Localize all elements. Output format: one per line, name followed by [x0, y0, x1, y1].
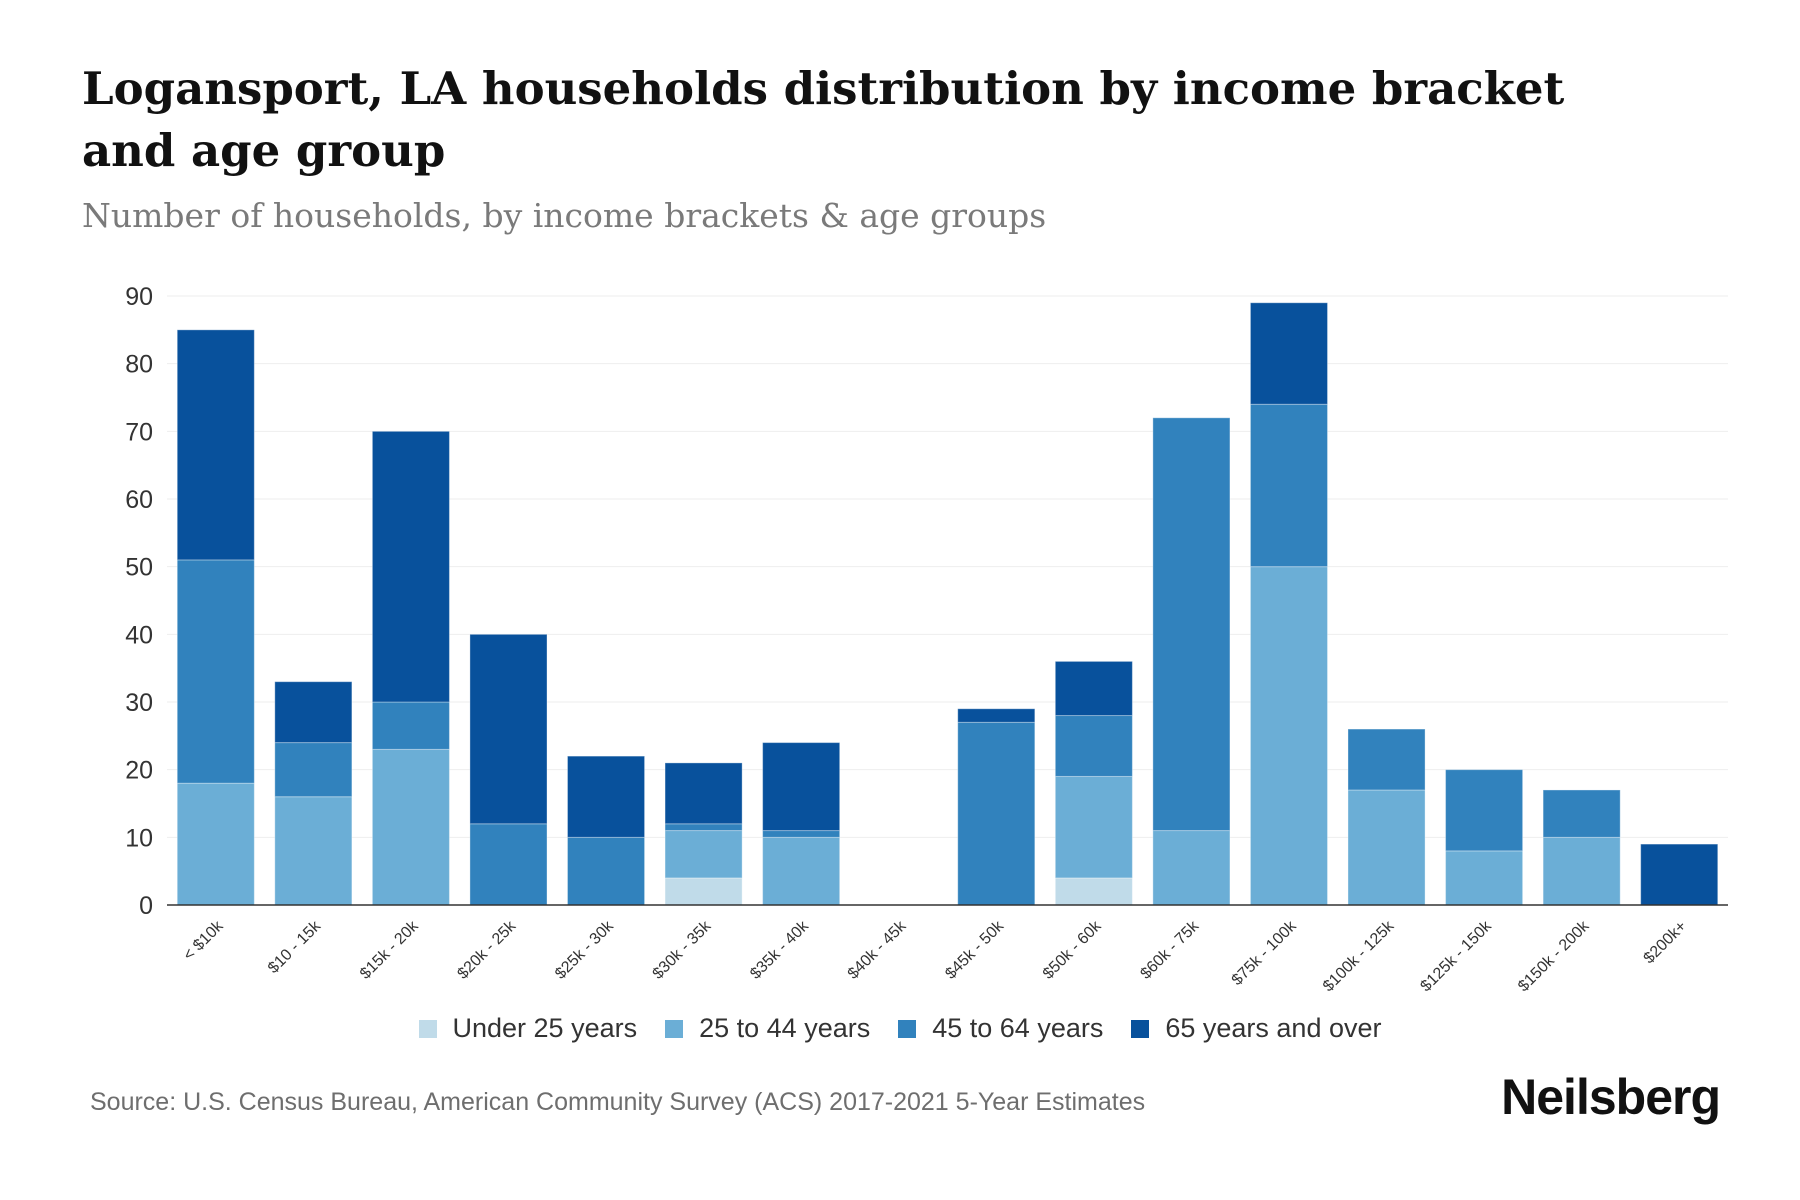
bar-10k-45-to-64-years — [176, 559, 255, 784]
x-tick-label-50k-60k: $50k - 60k — [1040, 917, 1106, 983]
x-tick-label-40k-45k: $40k - 45k — [845, 917, 911, 983]
bar-30k-35k-25-to-44-years — [664, 830, 743, 879]
bar-50k-60k-65-years-and-over — [1054, 660, 1133, 717]
x-tick-label-100k-125k: $100k - 125k — [1320, 917, 1398, 995]
chart-subtitle: Number of households, by income brackets… — [82, 196, 1047, 235]
bar-15k-20k-25-to-44-years — [371, 748, 450, 906]
legend-label-under-25: Under 25 years — [452, 1013, 638, 1043]
x-tick-label-20k-25k: $20k - 25k — [454, 917, 520, 983]
y-tick-label-80: 80 — [125, 351, 153, 379]
bar-100k-125k-25-to-44-years — [1347, 789, 1426, 906]
bar-25k-30k-65-years-and-over — [566, 755, 646, 838]
legend-item-65-plus: 65 years and over — [1131, 1013, 1382, 1044]
bar-25k-30k-45-to-64-years — [566, 836, 646, 906]
bar-20k-25k-45-to-64-years — [469, 823, 548, 906]
bar-35k-40k-25-to-44-years — [762, 836, 841, 906]
bar-10-15k-65-years-and-over — [274, 681, 353, 744]
bar-50k-60k-45-to-64-years — [1054, 715, 1133, 777]
bar-30k-35k-45-to-64-years — [664, 823, 743, 832]
x-axis-ticks: < $10k $10 - 15k $15k - 20k $20k - 25k $25k … — [180, 917, 1690, 995]
bar-50k-60k-25-to-44-years — [1054, 775, 1133, 879]
y-tick-label-60: 60 — [125, 486, 153, 514]
legend-item-25-44: 25 to 44 years — [665, 1013, 870, 1044]
legend-label-65-plus: 65 years and over — [1165, 1013, 1382, 1043]
x-tick-label-15k-20k: $15k - 20k — [357, 917, 423, 983]
bar-10k-25-to-44-years — [176, 782, 255, 906]
bars — [176, 302, 1719, 906]
bar-20k-25k-65-years-and-over — [469, 633, 548, 825]
legend: Under 25 years 25 to 44 years 45 to 64 y… — [0, 1013, 1800, 1044]
legend-label-45-64: 45 to 64 years — [932, 1013, 1104, 1043]
bar-60k-75k-25-to-44-years — [1152, 830, 1231, 906]
bar-75k-100k-65-years-and-over — [1249, 302, 1329, 405]
brand-logo: Neilsberg — [1501, 1069, 1721, 1125]
y-axis-ticks: 0 10 20 30 40 50 60 70 80 90 — [125, 283, 153, 920]
legend-swatch-45-64 — [898, 1019, 917, 1038]
y-tick-label-0: 0 — [139, 892, 153, 920]
bar-45k-50k-45-to-64-years — [957, 721, 1036, 906]
bar-45k-50k-65-years-and-over — [957, 708, 1036, 723]
bar-125k-150k-25-to-44-years — [1445, 850, 1524, 906]
x-tick-label-25k-30k: $25k - 30k — [552, 917, 618, 983]
legend-item-under-25: Under 25 years — [418, 1013, 638, 1044]
bar-35k-40k-65-years-and-over — [762, 742, 841, 832]
y-tick-label-40: 40 — [125, 621, 153, 649]
bar-10-15k-45-to-64-years — [274, 742, 353, 798]
bar-150k-200k-25-to-44-years — [1542, 836, 1621, 906]
x-tick-label-150k-200k: $150k - 200k — [1515, 917, 1593, 995]
y-tick-label-10: 10 — [125, 824, 153, 852]
chart-title: Logansport, LA households distribution b… — [82, 62, 1565, 177]
x-tick-label-60k-75k: $60k - 75k — [1137, 917, 1203, 983]
bar-60k-75k-45-to-64-years — [1152, 417, 1231, 832]
x-tick-label-35k-40k: $35k - 40k — [747, 917, 813, 983]
bar-15k-20k-65-years-and-over — [371, 430, 450, 703]
x-tick-label-10-15k: $10 - 15k — [265, 917, 325, 977]
y-tick-label-90: 90 — [125, 283, 153, 311]
y-tick-label-50: 50 — [125, 554, 153, 582]
bar-75k-100k-25-to-44-years — [1249, 566, 1329, 906]
source-note: Source: U.S. Census Bureau, American Com… — [90, 1088, 1146, 1116]
x-tick-label-125k-150k: $125k - 150k — [1417, 917, 1495, 995]
bar-200k-65-years-and-over — [1640, 843, 1719, 906]
bar-15k-20k-45-to-64-years — [371, 701, 450, 750]
x-tick-label-30k-35k: $30k - 35k — [650, 917, 716, 983]
x-tick-label-200k: $200k+ — [1641, 918, 1690, 967]
legend-item-45-64: 45 to 64 years — [898, 1013, 1103, 1044]
legend-swatch-25-44 — [665, 1019, 684, 1038]
bar-100k-125k-45-to-64-years — [1347, 728, 1426, 791]
y-tick-label-70: 70 — [125, 418, 153, 446]
bar-35k-40k-45-to-64-years — [762, 830, 841, 838]
bar-30k-35k-under-25-years — [664, 877, 743, 906]
legend-swatch-under-25 — [418, 1019, 437, 1038]
bar-30k-35k-65-years-and-over — [664, 762, 743, 825]
bar-50k-60k-under-25-years — [1054, 877, 1133, 906]
bar-125k-150k-45-to-64-years — [1445, 769, 1524, 852]
legend-label-25-44: 25 to 44 years — [699, 1013, 871, 1043]
x-tick-label-10k: < $10k — [180, 917, 227, 964]
bar-10-15k-25-to-44-years — [274, 796, 353, 906]
x-tick-label-75k-100k: $75k - 100k — [1229, 917, 1301, 989]
bar-10k-65-years-and-over — [176, 329, 255, 561]
bar-75k-100k-45-to-64-years — [1249, 403, 1329, 568]
stacked-bar-chart: 0 10 20 30 40 50 60 70 80 90 < $10k $10 - 15k $15k … — [125, 283, 1728, 995]
legend-swatch-65-plus — [1131, 1019, 1150, 1038]
bar-150k-200k-45-to-64-years — [1542, 789, 1621, 838]
y-tick-label-30: 30 — [125, 689, 153, 717]
x-tick-label-45k-50k: $45k - 50k — [942, 917, 1008, 983]
y-tick-label-20: 20 — [125, 757, 153, 785]
